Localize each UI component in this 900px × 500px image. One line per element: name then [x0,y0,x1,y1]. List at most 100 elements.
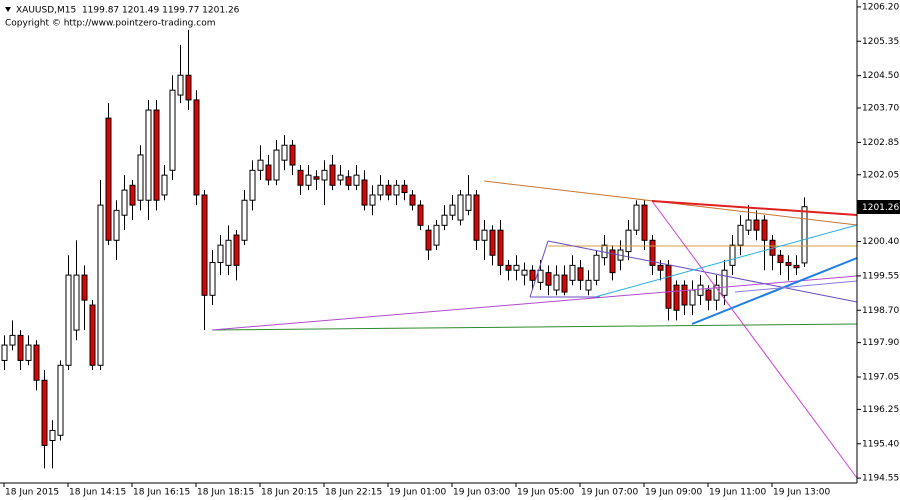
candle-body [161,174,168,196]
x-tick-label: 19 Jun 01:00 [389,488,446,498]
y-tick-label: 1199.55 [862,271,899,281]
candle-body [417,204,424,226]
candle-body [1,344,8,361]
symbol-menu-arrow[interactable] [5,7,11,12]
candle-body [97,204,104,366]
candle-body [337,174,344,181]
candles [1,29,808,469]
candle-body [713,284,720,301]
x-tick-label: 19 Jun 05:00 [517,488,574,498]
candle-body [169,89,176,171]
y-tick-label: 1202.85 [862,138,899,148]
y-tick-label: 1204.50 [862,71,899,81]
candle-body [305,174,312,186]
candle-body [497,229,504,266]
candle-body [729,244,736,266]
candle-body [145,109,152,201]
candle-body [513,264,520,271]
candle-body [465,194,472,211]
candle-body [785,262,792,266]
candle-body [585,279,592,291]
y-tick-label: 1203.70 [862,104,899,114]
candle-body [81,274,88,301]
y-tick-label: 1196.25 [862,405,899,415]
candle-body [57,364,64,436]
candle-body [457,194,464,221]
candle-body [105,117,112,241]
y-tick-label: 1200.40 [862,237,899,247]
chart-subtitle: Copyright © http://www.pointzero-trading… [5,19,215,29]
candle-body [121,189,128,216]
candle-body [665,264,672,309]
candle-body [257,159,264,171]
candle-body [489,229,496,256]
candle-body [313,176,320,180]
y-tick-label: 1197.05 [862,373,899,383]
candle-body [369,194,376,206]
candle-body [473,194,480,241]
trendline [651,200,858,479]
y-tick-label: 1194.55 [862,474,899,484]
trendline [529,240,549,298]
candle-body [41,379,48,446]
candle-body [625,229,632,253]
candle-body [113,209,120,241]
trendline [594,224,858,298]
candle-body [273,149,280,181]
candle-body [409,194,416,206]
candle-body [137,154,144,201]
candle-body [537,269,544,283]
candle-body [561,274,568,293]
candle-body [633,204,640,231]
x-tick-label: 18 Jun 22:15 [325,488,382,498]
candle-body [521,269,528,276]
candle-body [33,344,40,381]
candle-body [17,334,24,361]
candle-body [529,269,536,281]
candle-body [761,219,768,241]
candle-body [793,264,800,269]
candle-body [249,169,256,201]
candle-body [361,179,368,206]
candle-body [329,164,336,186]
x-tick-label: 19 Jun 03:00 [453,488,510,498]
chart-title: XAUUSD,M15 1199.87 1201.49 1199.77 1201.… [16,6,240,16]
y-tick-label: 1198.70 [862,306,899,316]
candle-body [385,184,392,196]
trendline [547,240,858,303]
current-price-label: 1201.26 [862,203,899,213]
trendline [691,257,858,325]
candle-body [721,269,728,296]
x-tick-label: 18 Jun 20:15 [261,488,318,498]
candle-body [609,249,616,274]
x-tick-label: 19 Jun 13:00 [773,488,830,498]
x-tick-label: 18 Jun 2015 [5,488,59,498]
candle-body [65,274,72,366]
candle-body [425,229,432,251]
candle-body [673,284,680,311]
axes: 1206.20 1205.35 1204.50 1203.70 1202.85 1202.… [3,2,899,498]
y-tick-label: 1195.40 [862,439,899,449]
trendline [651,200,858,216]
trendline [211,275,858,331]
x-tick-label: 19 Jun 11:00 [709,488,766,498]
candle-body [433,224,440,246]
trendlines [211,180,858,479]
candle-body [281,144,288,161]
candle-body [25,344,32,361]
candle-body [185,74,192,101]
trendline [734,280,858,293]
candle-body [89,304,96,366]
candle-body [153,109,160,201]
candle-body [745,219,752,231]
candle-body [801,206,808,264]
candle-body [345,176,352,186]
candle-body [681,284,688,306]
current-price-box [857,200,900,214]
candle-body [289,144,296,166]
candle-body [217,244,224,264]
candle-body [401,184,408,194]
candle-body [753,219,760,231]
candle-body [481,229,488,241]
